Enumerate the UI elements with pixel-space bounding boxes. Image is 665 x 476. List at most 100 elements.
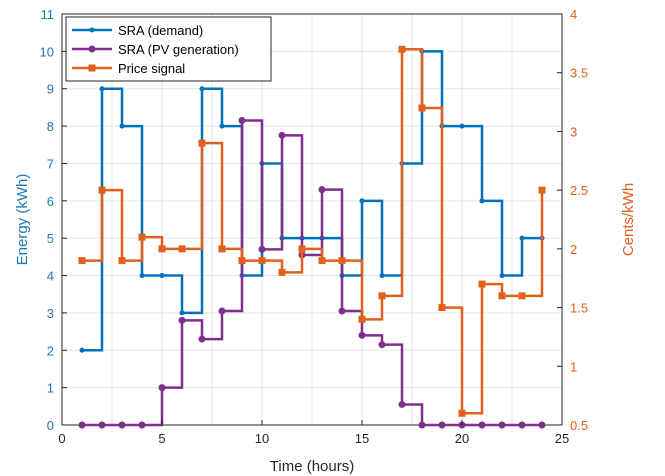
left-y-tick-label: 3 — [47, 306, 54, 321]
data-point — [158, 245, 166, 253]
left-y-tick-label: 11 — [41, 7, 55, 22]
left-y-tick-label: 10 — [40, 44, 54, 59]
left-y-tick-label: 4 — [47, 269, 54, 284]
data-point — [519, 235, 525, 241]
data-point — [198, 139, 206, 147]
left-y-tick-label: 5 — [47, 231, 54, 246]
legend-label: Price signal — [118, 61, 185, 76]
x-tick-label: 25 — [555, 431, 569, 446]
right-y-tick-label: 2 — [570, 242, 577, 257]
data-point — [378, 341, 386, 349]
data-point — [359, 198, 365, 204]
data-point — [478, 421, 486, 429]
data-point — [438, 304, 446, 312]
data-point — [98, 421, 106, 429]
data-point — [298, 245, 306, 253]
series-line — [82, 50, 542, 352]
left-y-tick-label: 1 — [47, 381, 54, 396]
data-point — [518, 292, 526, 300]
x-tick-label: 15 — [355, 431, 369, 446]
legend-swatch-marker — [88, 64, 96, 72]
data-point — [138, 421, 146, 429]
data-point — [78, 421, 86, 429]
data-point — [218, 245, 226, 253]
data-point — [199, 86, 205, 92]
data-point — [398, 400, 406, 408]
data-point — [498, 292, 506, 300]
data-point — [459, 123, 465, 129]
data-point — [158, 384, 166, 392]
data-point — [238, 257, 246, 265]
data-point — [498, 421, 506, 429]
data-point — [258, 257, 266, 265]
right-y-tick-label: 1 — [570, 359, 577, 374]
data-point — [499, 273, 505, 279]
data-point — [79, 347, 85, 353]
data-point — [238, 116, 246, 124]
legend: SRA (demand) SRA (PV generation) Price sig… — [65, 16, 272, 82]
series-2 — [78, 45, 546, 417]
data-point — [338, 257, 346, 265]
right-y-tick-label: 3.5 — [570, 66, 588, 81]
data-point — [418, 104, 426, 112]
data-point — [358, 331, 366, 339]
data-point — [358, 315, 366, 323]
data-point — [538, 421, 546, 429]
left-y-tick-label: 2 — [47, 343, 54, 358]
x-axis-ticks: 0 5 10 15 20 25 — [58, 420, 569, 446]
data-point — [218, 307, 226, 315]
data-point — [118, 421, 126, 429]
data-point — [378, 292, 386, 300]
legend-item: SRA (demand) — [72, 23, 203, 38]
legend-item: SRA (PV generation) — [72, 42, 239, 57]
x-tick-label: 0 — [58, 431, 65, 446]
left-y-tick-label: 0 — [47, 418, 54, 433]
right-y-tick-label: 1.5 — [570, 301, 588, 316]
legend-swatch-marker — [89, 27, 95, 33]
data-point — [278, 131, 286, 139]
right-y-tick-label: 4 — [570, 7, 577, 22]
data-point — [119, 123, 125, 129]
data-point — [99, 86, 105, 92]
data-point — [458, 409, 466, 417]
data-point — [278, 268, 286, 276]
data-point — [318, 257, 326, 265]
left-y-axis-label: Energy (kWh) — [14, 174, 31, 266]
legend-label: SRA (PV generation) — [118, 42, 239, 57]
x-tick-label: 10 — [255, 431, 269, 446]
data-point — [258, 245, 266, 253]
left-y-tick-label: 8 — [47, 119, 54, 134]
data-point — [538, 186, 546, 194]
left-y-tick-label: 7 — [47, 156, 54, 171]
right-y-axis-ticks: 0.5 1 1.5 2 2.5 3 3.5 4 — [557, 7, 588, 433]
data-point — [138, 233, 146, 241]
x-tick-label: 20 — [455, 431, 469, 446]
data-point — [338, 307, 346, 315]
data-point — [518, 421, 526, 429]
right-y-tick-label: 0.5 — [570, 418, 588, 433]
right-y-axis-label: Cents/kWh — [620, 183, 637, 256]
legend-label: SRA (demand) — [118, 23, 203, 38]
data-point — [118, 257, 126, 265]
data-point — [438, 421, 446, 429]
data-point — [179, 310, 185, 316]
data-point — [139, 273, 145, 279]
data-point — [418, 421, 426, 429]
data-point — [178, 245, 186, 253]
data-point — [379, 273, 385, 279]
data-point — [219, 123, 225, 129]
series-layer — [78, 45, 546, 429]
data-point — [318, 186, 326, 194]
data-point — [78, 257, 86, 265]
legend-swatch-marker — [88, 45, 96, 53]
data-point — [159, 273, 165, 279]
plot-frame — [61, 13, 563, 426]
data-point — [479, 198, 485, 204]
right-y-tick-label: 2.5 — [570, 183, 588, 198]
x-tick-label: 5 — [158, 431, 165, 446]
right-y-tick-label: 3 — [570, 124, 577, 139]
legend-item: Price signal — [72, 61, 185, 76]
data-point — [398, 45, 406, 53]
left-y-tick-label: 6 — [47, 194, 54, 209]
data-point — [98, 186, 106, 194]
